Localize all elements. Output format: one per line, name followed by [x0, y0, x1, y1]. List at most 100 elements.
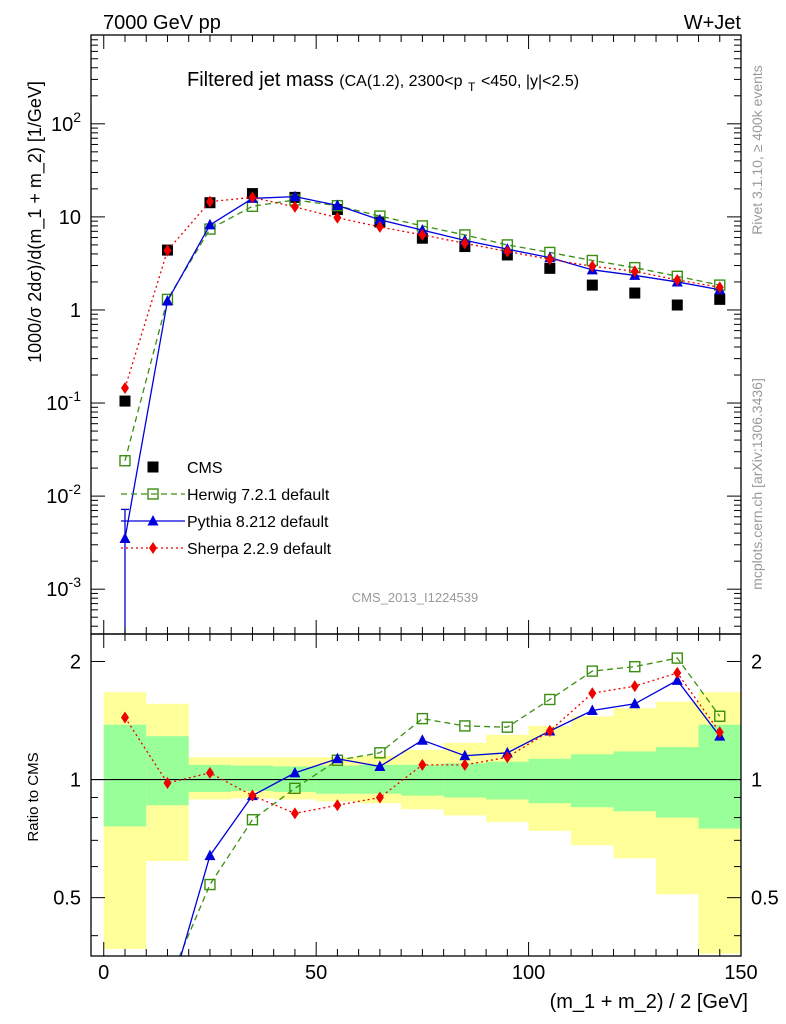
ratio-data-point [673, 666, 682, 679]
ratio-data-point [416, 734, 428, 745]
ratio-data-point [629, 660, 641, 673]
x-tick-label: 50 [305, 962, 327, 984]
header-right-label: W+Jet [684, 12, 742, 34]
ratio-data-point [416, 712, 429, 725]
ratio-y-tick-label-left: 0.5 [53, 888, 81, 910]
x-tick-label: 100 [512, 962, 545, 984]
ratio-band-inner-bin [571, 754, 614, 808]
ratio-data-point [586, 704, 598, 715]
legend-label: Herwig 7.2.1 default [187, 487, 330, 504]
ratio-data-point [545, 724, 554, 737]
ratio-data-point [501, 721, 514, 733]
ratio-data-point [586, 665, 599, 677]
legend-marker [147, 488, 159, 500]
data-point [120, 382, 129, 395]
main-y-tick-label-exp: -3 [69, 574, 82, 590]
data-point [629, 287, 641, 299]
data-point [248, 191, 257, 204]
legend-marker [149, 542, 157, 554]
main-title-suffix-b: <450, |y|<2.5) [481, 73, 579, 90]
ratio-data-point [418, 758, 427, 771]
series-pythia [119, 190, 726, 634]
legend-label: CMS [187, 460, 223, 477]
ratio-series-line [178, 657, 721, 956]
main-y-tick-label-exp: -2 [69, 481, 82, 497]
ratio-data-point [588, 687, 597, 700]
main-title-text: Filtered jet mass [187, 69, 334, 91]
data-point [161, 294, 173, 306]
watermark-label: CMS_2013_I1224539 [352, 590, 479, 605]
data-point [671, 299, 683, 311]
data-point [333, 211, 342, 224]
ratio-data-point [162, 980, 172, 990]
ratio-data-point [671, 674, 683, 685]
main-y-tick-label-base: 10 [46, 486, 68, 508]
data-point [375, 220, 384, 233]
ratio-band-inner-bin [613, 751, 657, 812]
main-y-tick-label-exp: 2 [73, 109, 81, 125]
ratio-data-point [629, 697, 641, 709]
main-y-tick-label-base: 10 [51, 114, 73, 136]
ratio-y-tick-label-right: 1 [751, 770, 762, 792]
ratio-data-point [374, 760, 386, 771]
header-left-label: 7000 GeV pp [103, 12, 221, 34]
main-title-suffix-sub: T [468, 80, 476, 94]
ratio-series-sherpa [120, 666, 724, 820]
main-y-tick-label-base: 10 [46, 393, 68, 415]
ratio-data-point [375, 791, 384, 804]
main-y-tick-label: 10-1 [46, 388, 81, 415]
main-y-tick-label: 10-2 [46, 481, 81, 508]
main-y-tick-label: 10-3 [46, 574, 81, 601]
series-sherpa [120, 191, 724, 395]
ratio-data-point [120, 711, 129, 724]
side-label-mcplots: mcplots.cern.ch [arXiv:1306.3436] [749, 378, 765, 590]
data-point [331, 199, 343, 210]
ratio-data-point [715, 726, 724, 739]
ratio-data-point [248, 789, 257, 802]
data-point [289, 190, 301, 202]
ratio-data-point [289, 766, 301, 778]
ratio-y-tick-label-left: 1 [70, 770, 81, 792]
ratio-data-point [204, 878, 216, 891]
ratio-band-inner-bin [528, 758, 572, 804]
main-series [119, 188, 726, 634]
ratio-series [120, 652, 726, 1008]
data-point [119, 532, 131, 544]
main-y-tick-label: 10 [59, 207, 81, 229]
data-point [119, 395, 131, 407]
ratio-data-point [671, 652, 683, 664]
ratio-data-point [204, 849, 216, 861]
ratio-series-pythia [162, 674, 726, 1008]
legend-marker [147, 461, 159, 473]
ratio-data-point [162, 997, 173, 1008]
data-point [715, 281, 724, 294]
data-point [630, 265, 639, 278]
legend-label: Sherpa 2.2.9 default [187, 541, 332, 558]
ratio-series-herwig [162, 652, 726, 990]
main-title-suffix-a: (CA(1.2), 2300<p [339, 73, 462, 90]
data-point [418, 228, 427, 241]
ratio-data-point [544, 693, 556, 706]
main-y-tick-label: 102 [51, 109, 81, 136]
ratio-data-point [460, 758, 469, 771]
ratio-y-tick-label-left: 2 [70, 651, 81, 673]
legend: CMS Herwig 7.2.1 default Pythia 8.212 defa… [121, 460, 332, 558]
data-point [119, 455, 131, 467]
ratio-data-point [714, 710, 726, 722]
ratio-data-point [289, 782, 301, 795]
data-point [205, 195, 214, 208]
ratio-data-point [246, 814, 259, 826]
ratio-y-tick-label-right: 0.5 [751, 888, 779, 910]
data-point [544, 262, 556, 274]
ratio-data-point [331, 752, 343, 764]
ratio-band-inner-bin [231, 765, 274, 792]
ratio-frame [90, 633, 742, 957]
data-point [503, 245, 512, 258]
side-label-rivet: Rivet 3.1.10, ≥ 400k events [749, 65, 765, 235]
ratio-y-tick-label-right: 2 [751, 651, 762, 673]
ratio-band-inner-bin [486, 761, 529, 800]
ratio-data-point [333, 799, 342, 812]
ratio-series-line [180, 679, 721, 956]
data-point [714, 293, 726, 305]
